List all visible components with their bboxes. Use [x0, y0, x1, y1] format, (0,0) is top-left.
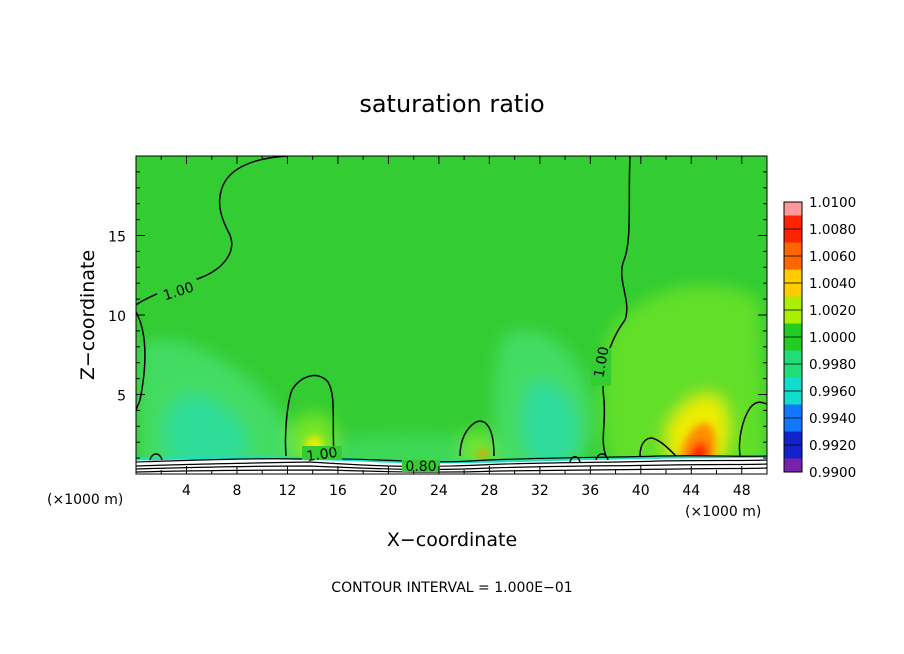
x-tick-label: 12: [279, 483, 297, 499]
x-tick-label: 44: [682, 483, 700, 499]
contour-line-small-1: [149, 453, 163, 461]
y-tick-label: 15: [108, 230, 126, 246]
colorbar-swatch: [784, 215, 802, 229]
contour-line-ground-2: [136, 459, 767, 468]
contour-interval-note: CONTOUR INTERVAL = 1.000E−01: [331, 580, 572, 596]
y-axis-label: Z−coordinate: [77, 250, 99, 380]
colorbar-label: 1.0060: [809, 249, 856, 265]
colorbar-swatch: [784, 377, 802, 391]
x-tick-label: 32: [531, 483, 549, 499]
colorbar-label: 1.0040: [809, 276, 856, 292]
x-tick-label: 8: [232, 483, 241, 499]
chart-title: saturation ratio: [359, 90, 544, 118]
y-axis: 5 10 15: [108, 171, 767, 459]
field-ground-edge: [136, 454, 767, 464]
colorbar-swatch: [784, 229, 802, 243]
contour-line-bump-28: [459, 420, 495, 457]
contour-label-3: 1.00: [305, 445, 338, 465]
x-tick-label: 28: [480, 483, 498, 499]
y-tick-label: 5: [117, 389, 126, 405]
colorbar-swatch: [784, 242, 802, 256]
contour-line-small-3: [569, 456, 581, 463]
colorbar-swatch: [784, 458, 802, 472]
colorbar-swatch: [784, 310, 802, 324]
field-soft-regions: [140, 285, 767, 470]
contour-labels: 1.00 1.00 1.00 0.80: [155, 275, 613, 475]
x-tick-label: 4: [182, 483, 191, 499]
colorbar-swatch: [784, 269, 802, 283]
x-tick-label: 20: [379, 483, 397, 499]
contour-line-small-2: [595, 453, 609, 461]
colorbar-label: 1.0020: [809, 303, 856, 319]
colorbar-swatch: [784, 256, 802, 270]
colorbar-swatch: [784, 404, 802, 418]
contour-line-bump-46: [738, 401, 767, 457]
x-tick-label: 48: [733, 483, 751, 499]
contour-line-bump-40: [639, 437, 677, 457]
field-region-orange-28: [478, 449, 489, 458]
contour-line-ground-1: [136, 455, 767, 463]
saturation-field: [136, 156, 767, 474]
colorbar-label: 0.9900: [809, 465, 856, 481]
colorbar-swatch: [784, 391, 802, 405]
contour-line-right: [602, 156, 631, 457]
field-region-cyan-left: [164, 394, 249, 469]
colorbar: 1.0100 1.0080 1.0060 1.0040 1.0020 1.0000 0.99…: [783, 195, 856, 481]
y-tick-label: 10: [108, 309, 126, 325]
x-axis-label: X−coordinate: [387, 529, 517, 551]
contour-line-left-low: [136, 311, 146, 411]
x-unit-right: (×1000 m): [685, 504, 761, 520]
x-tick-label: 36: [581, 483, 599, 499]
x-tick-label: 16: [329, 483, 347, 499]
colorbar-swatch: [784, 283, 802, 297]
colorbar-label: 0.9940: [809, 411, 856, 427]
colorbar-label: 0.9980: [809, 357, 856, 373]
x-unit-left: (×1000 m): [47, 492, 123, 508]
field-region-cyan-mid: [522, 382, 579, 467]
colorbar-swatch: [784, 350, 802, 364]
colorbar-swatch: [784, 337, 802, 351]
contour-label-4: 0.80: [405, 459, 436, 475]
colorbar-label: 1.0100: [809, 195, 856, 211]
x-tick-label: 24: [430, 483, 448, 499]
colorbar-swatch: [784, 323, 802, 337]
contour-lines: [136, 156, 767, 473]
contour-line-bump-12: [284, 374, 335, 457]
colorbar-swatch: [784, 296, 802, 310]
x-tick-label: 40: [632, 483, 650, 499]
colorbar-swatch: [784, 431, 802, 445]
colorbar-label: 1.0080: [809, 222, 856, 238]
colorbar-label: 0.9920: [809, 438, 856, 454]
colorbar-label: 1.0000: [809, 330, 856, 346]
colorbar-swatch: [784, 202, 802, 216]
x-axis: 4 8 12 16 20 24 28 32 36 40 44 48: [160, 156, 751, 499]
colorbar-swatch: [784, 364, 802, 378]
contour-line-ground-3: [136, 463, 767, 471]
colorbar-swatch: [784, 445, 802, 459]
colorbar-label: 0.9960: [809, 384, 856, 400]
colorbar-swatch: [784, 418, 802, 432]
contour-label-2: 1.00: [591, 345, 612, 378]
